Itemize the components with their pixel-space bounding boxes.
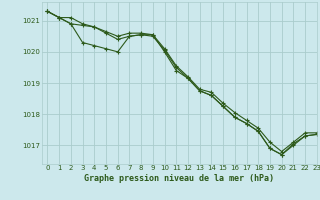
X-axis label: Graphe pression niveau de la mer (hPa): Graphe pression niveau de la mer (hPa) — [84, 174, 274, 183]
